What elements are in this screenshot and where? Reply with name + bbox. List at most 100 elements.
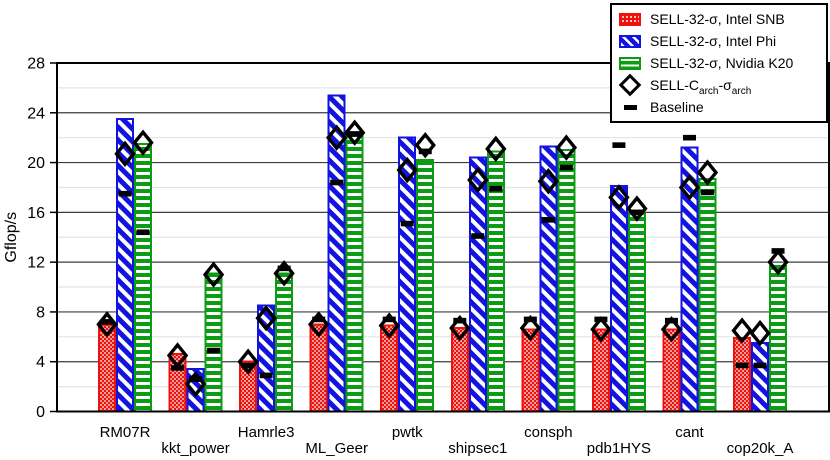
bar (468, 156, 487, 413)
baseline-dash-marker (312, 316, 326, 323)
bar (239, 360, 258, 413)
y-axis-label: Gflop/s (3, 212, 20, 263)
sell-c-arch-diamond-marker (325, 124, 348, 151)
bar (609, 185, 628, 413)
legend: SELL-32-σ, Intel SNB SELL-32-σ, Intel Ph… (610, 3, 828, 123)
y-tick-label: 4 (36, 354, 45, 371)
x-tick-label: kkt_power (161, 440, 229, 457)
y-tick-label: 28 (27, 56, 45, 73)
baseline-dash-marker (382, 316, 396, 323)
baseline-dash-marker (664, 317, 678, 324)
legend-item-snb: SELL-32-σ, Intel SNB (619, 9, 826, 30)
legend-item-baseline: Baseline (619, 97, 826, 118)
sell-c-arch-diamond-marker (414, 131, 436, 159)
sell-c-arch-diamond-marker (202, 261, 225, 288)
k20-swatch-icon (619, 56, 641, 70)
sell-c-arch-diamond-marker (696, 159, 719, 186)
snb-swatch-icon (619, 12, 641, 26)
bar (521, 328, 540, 413)
diamond-marker-icon (618, 73, 642, 97)
baseline-dash-marker (259, 372, 273, 379)
baseline-dash-marker (471, 233, 485, 239)
baseline-dash-marker (207, 347, 221, 354)
baseline-dash-marker (348, 131, 362, 137)
sell-c-arch-diamond-marker (731, 317, 753, 344)
bar (557, 149, 576, 413)
baseline-dash-marker (418, 148, 432, 155)
bar (698, 177, 717, 413)
baseline-dash-marker (241, 362, 255, 369)
baseline-dash-marker (489, 185, 503, 192)
sell-c-arch-diamond-marker (255, 304, 277, 332)
legend-label-sell-c-arch: SELL-Carch-σarch (650, 77, 752, 97)
x-tick-label: pwtk (392, 424, 423, 441)
y-tick-label: 12 (27, 255, 45, 272)
sell-c-arch-diamond-marker (449, 314, 471, 342)
baseline-dash-marker (771, 248, 785, 254)
baseline-dash-marker (682, 134, 696, 141)
x-tick-label: pdb1HYS (587, 440, 651, 457)
legend-item-sell-c-arch: SELL-Carch-σarch (618, 73, 826, 97)
y-tick-label: 24 (27, 105, 45, 122)
sell-c-arch-diamond-marker (114, 140, 136, 168)
baseline-dash-marker (136, 229, 150, 236)
baseline-dash-marker (612, 142, 626, 148)
sell-c-arch-diamond-marker (660, 316, 683, 343)
sell-c-arch-diamond-marker (608, 184, 630, 211)
x-tick-label: RM07R (100, 424, 151, 441)
legend-label-baseline: Baseline (650, 99, 704, 115)
baseline-dash-marker (541, 217, 555, 223)
x-tick-label: shipsec1 (448, 440, 507, 457)
baseline-dash-marker (400, 220, 414, 227)
bar (680, 146, 699, 413)
x-tick-label: ML_Geer (305, 440, 368, 457)
legend-label-phi: SELL-32-σ, Intel Phi (650, 33, 777, 49)
baseline-dash-marker (330, 179, 344, 186)
sell-c-arch-diamond-marker (519, 314, 542, 342)
baseline-dash-marker (277, 265, 291, 272)
baseline-dash-marker (189, 376, 203, 382)
baseline-marker-icon (619, 104, 641, 110)
baseline-dash-marker (700, 189, 714, 196)
sell-c-arch-diamond-marker (467, 166, 489, 194)
sell-c-arch-diamond-marker (626, 195, 648, 222)
baseline-dash-marker (100, 319, 114, 325)
bar (416, 159, 435, 413)
sell-c-arch-diamond-marker (485, 135, 507, 163)
x-tick-label: consph (524, 424, 572, 441)
sell-c-arch-diamond-marker (132, 129, 154, 156)
x-tick-label: cop20k_A (727, 440, 794, 457)
sell-c-arch-diamond-marker (767, 248, 789, 276)
bar (345, 132, 364, 413)
sell-c-arch-diamond-marker (555, 134, 578, 161)
bar (134, 142, 152, 413)
sell-c-arch-diamond-marker (343, 119, 366, 146)
y-tick-label: 16 (27, 205, 45, 222)
bar (275, 272, 294, 413)
y-tick-label: 20 (27, 155, 45, 172)
baseline-dash-marker (630, 209, 644, 216)
bar (168, 353, 187, 413)
bar (627, 212, 646, 413)
phi-swatch-icon (619, 34, 641, 48)
bar (204, 272, 223, 413)
baseline-dash-marker (559, 164, 573, 171)
baseline-dash-marker (118, 190, 132, 197)
plot-frame (56, 62, 830, 413)
x-tick-label: Hamrle3 (238, 424, 295, 441)
bar (751, 342, 770, 413)
y-tick-label: 8 (36, 304, 45, 321)
baseline-dash-marker (453, 317, 467, 324)
legend-label-k20: SELL-32-σ, Nvidia K20 (650, 55, 794, 71)
sell-c-arch-diamond-marker (537, 168, 560, 195)
legend-item-phi: SELL-32-σ, Intel Phi (619, 31, 826, 52)
sell-c-arch-diamond-marker (749, 319, 771, 347)
sell-c-arch-diamond-marker (678, 174, 701, 201)
x-tick-label: cant (675, 424, 704, 441)
bar (769, 264, 788, 413)
sell-c-arch-diamond-marker (396, 156, 418, 184)
baseline-dash-marker (523, 316, 537, 323)
legend-item-k20: SELL-32-σ, Nvidia K20 (619, 53, 826, 74)
